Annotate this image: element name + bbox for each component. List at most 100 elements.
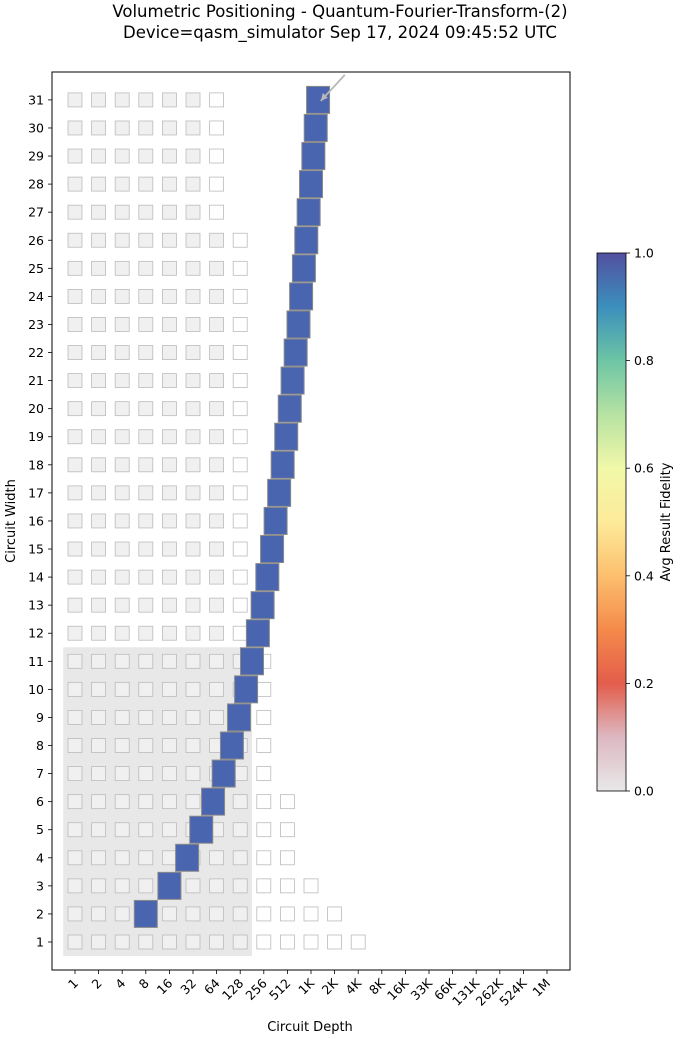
grid-cell <box>185 232 201 248</box>
data-point <box>227 703 252 732</box>
grid-cell <box>279 850 295 866</box>
grid-cell <box>256 822 272 838</box>
x-tick-label: 16K <box>384 975 412 1003</box>
grid-cell <box>138 822 154 838</box>
y-tick-label: 9 <box>36 710 44 725</box>
grid-cell <box>161 345 177 360</box>
grid-cell <box>114 513 130 529</box>
data-point <box>240 647 264 676</box>
grid-cell <box>91 92 106 108</box>
grid-cell <box>114 822 130 838</box>
grid-cell <box>209 485 225 501</box>
grid-cell <box>185 653 201 669</box>
grid-cell <box>114 906 130 922</box>
y-tick-label: 31 <box>28 92 44 107</box>
grid-cell <box>209 401 225 417</box>
grid-cell <box>138 513 154 529</box>
grid-cell <box>232 317 248 332</box>
grid-cell <box>185 766 201 781</box>
grid-cell <box>67 653 83 669</box>
grid-cell <box>209 681 225 697</box>
grid-cell <box>185 597 201 613</box>
grid-cell <box>232 934 248 950</box>
grid-cell <box>138 766 154 781</box>
grid-cell <box>91 513 106 529</box>
chart-title: Volumetric Positioning - Quantum-Fourier… <box>112 2 568 21</box>
grid-cell <box>161 681 177 697</box>
x-tick-label: 4 <box>112 975 128 991</box>
colorbar-label: Avg Result Fidelity <box>659 462 674 581</box>
grid-cell <box>91 766 106 781</box>
grid-cell <box>185 457 201 473</box>
y-tick-label: 16 <box>28 513 44 528</box>
y-tick-label: 5 <box>36 822 44 837</box>
data-point <box>263 506 288 535</box>
grid-cell <box>67 513 83 529</box>
y-tick-label: 17 <box>28 485 44 500</box>
grid-cell <box>161 204 177 220</box>
y-tick-label: 3 <box>36 878 44 893</box>
grid-cell <box>232 401 248 417</box>
y-tick-label: 12 <box>28 626 44 641</box>
grid-cell <box>67 260 83 276</box>
grid-cell <box>91 148 106 164</box>
grid-cell <box>161 120 177 136</box>
grid-cell <box>232 485 248 501</box>
y-tick-label: 28 <box>28 177 44 192</box>
grid-cell <box>67 148 83 164</box>
grid-cell <box>67 120 83 136</box>
grid-cell <box>209 569 225 585</box>
grid-cell <box>209 317 225 332</box>
grid-cell <box>350 934 366 950</box>
grid-cell <box>209 597 225 613</box>
grid-cell <box>185 710 201 725</box>
grid-cell <box>209 934 225 950</box>
colorbar-tick-label: 0.0 <box>634 784 654 799</box>
data-point <box>260 535 285 564</box>
grid-cell <box>327 906 343 922</box>
grid-cell <box>232 457 248 473</box>
grid-cell <box>67 934 83 950</box>
grid-cell <box>185 373 201 389</box>
grid-cell <box>161 934 177 950</box>
grid-cell <box>91 653 106 669</box>
grid-cell <box>138 260 154 276</box>
grid-cell <box>91 794 106 810</box>
grid-cell <box>185 317 201 332</box>
grid-cell <box>185 541 201 557</box>
grid-cell <box>138 232 154 248</box>
grid-cell <box>114 204 130 220</box>
grid-cell <box>67 288 83 304</box>
grid-cell <box>209 92 225 108</box>
grid-cell <box>91 906 106 922</box>
data-point <box>175 843 200 872</box>
grid-cell <box>232 345 248 360</box>
y-tick-label: 15 <box>28 542 44 557</box>
grid-cell <box>185 625 201 641</box>
y-tick-label: 30 <box>28 120 44 135</box>
grid-cell <box>185 738 201 753</box>
grid-cell <box>138 794 154 810</box>
grid-cell <box>114 373 130 389</box>
x-tick-label: 1K <box>295 975 318 998</box>
y-tick-label: 4 <box>36 850 44 865</box>
grid-cell <box>209 232 225 248</box>
grid-cell <box>232 878 248 894</box>
y-tick-label: 13 <box>28 598 44 613</box>
data-point <box>301 142 326 171</box>
grid-cell <box>161 850 177 866</box>
data-point <box>201 787 226 816</box>
x-tick-label: 1 <box>65 976 81 992</box>
y-axis-label: Circuit Width <box>4 479 19 563</box>
grid-cell <box>185 485 201 501</box>
grid-cell <box>209 850 225 866</box>
grid-cell <box>91 429 106 445</box>
grid-cell <box>327 934 343 950</box>
grid-cell <box>185 92 201 108</box>
grid-cell <box>67 541 83 557</box>
grid-cell <box>138 92 154 108</box>
grid-cell <box>303 934 319 950</box>
y-tick-label: 27 <box>28 205 44 220</box>
grid-cell <box>161 317 177 332</box>
grid-cell <box>209 288 225 304</box>
